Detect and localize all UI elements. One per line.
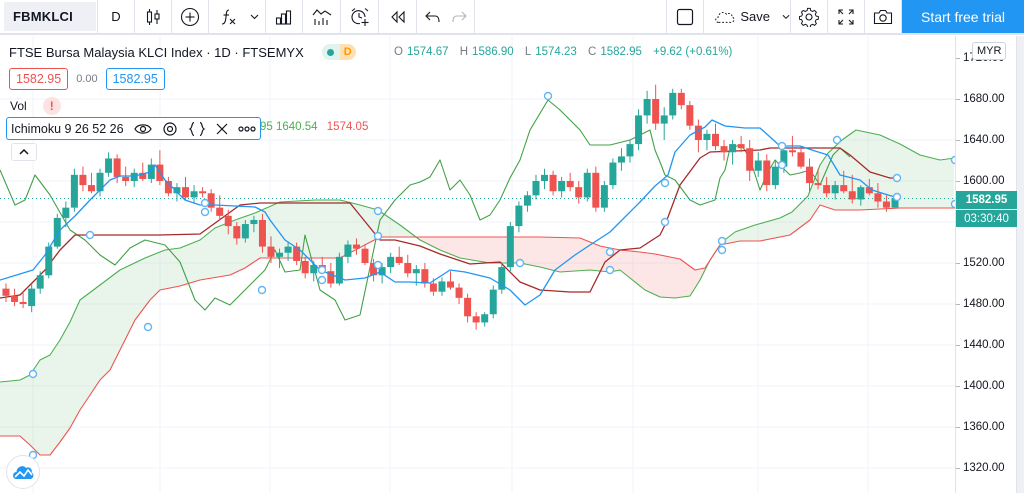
chevron-up-icon [19, 149, 29, 155]
layout-icon [676, 8, 694, 25]
chart-type-button[interactable] [135, 0, 172, 33]
candles-icon [146, 8, 160, 25]
buy-price-button[interactable]: 1582.95 [105, 68, 165, 90]
symbol-search-button[interactable]: FBMKLCI [0, 0, 98, 33]
close-icon [216, 123, 228, 134]
financials-icon [275, 9, 292, 25]
top-toolbar: FBMKLCI D [0, 0, 1024, 35]
undo-icon[interactable] [425, 10, 441, 24]
warning-icon[interactable]: ! [42, 97, 61, 115]
price-tick: 1480.00 [956, 298, 1005, 310]
save-button[interactable]: Save [704, 0, 791, 33]
collapse-legend-button[interactable] [11, 143, 37, 161]
price-tick: 1520.00 [956, 257, 1005, 269]
ichimoku-value-red: 1574.05 [326, 121, 369, 133]
price-tick: 1640.00 [956, 134, 1005, 146]
bar-countdown-label: 03:30:40 [956, 209, 1017, 227]
cloud-logo-icon [13, 466, 34, 479]
indicator-settings-button[interactable] [162, 121, 178, 137]
cloud-save-icon [715, 11, 735, 23]
snapshot-button[interactable] [865, 0, 902, 33]
visibility-toggle[interactable] [133, 123, 152, 135]
gear-icon [162, 121, 177, 136]
undo-redo-group [417, 0, 475, 33]
symbol-title[interactable]: FTSE Bursa Malaysia KLCI Index · 1D · FT… [9, 44, 304, 60]
currency-button[interactable]: MYR [972, 42, 1007, 60]
price-tick: 1600.00 [956, 175, 1005, 187]
more-options-button[interactable] [237, 125, 256, 132]
settings-button[interactable] [791, 0, 828, 33]
chart-pane[interactable] [0, 36, 1016, 493]
ichimoku-value-partial: 95 [260, 121, 273, 133]
braces-icon [187, 121, 206, 136]
financials-button[interactable] [266, 0, 303, 33]
chevron-down-icon[interactable] [250, 14, 259, 20]
price-tick: 1320.00 [956, 462, 1005, 474]
templates-button[interactable] [303, 0, 341, 33]
data-delay-badge: D [339, 44, 356, 60]
volume-legend: Vol ! [10, 97, 61, 115]
price-axis[interactable]: 1720.00 1680.00 1640.00 1600.00 1520.00 … [955, 36, 1017, 493]
price-tick: 1360.00 [956, 421, 1005, 433]
toolbar-spacer [475, 0, 667, 33]
fullscreen-icon [838, 8, 854, 25]
ichimoku-values: 95 1640.54 1574.05 [260, 121, 368, 133]
price-tick: 1440.00 [956, 339, 1005, 351]
market-open-dot-icon [327, 48, 335, 56]
close-value: 1582.95 [600, 46, 642, 58]
eye-icon [133, 123, 152, 134]
save-label: Save [740, 9, 770, 24]
alert-icon [350, 7, 368, 26]
volume-label[interactable]: Vol [10, 99, 27, 113]
start-free-trial-button[interactable]: Start free trial [902, 0, 1024, 33]
low-value: 1574.23 [535, 46, 577, 58]
add-compare-icon [180, 7, 200, 26]
fullscreen-button[interactable] [828, 0, 865, 33]
tradingview-logo-button[interactable] [6, 455, 40, 489]
chart-legend-title: FTSE Bursa Malaysia KLCI Index · 1D · FT… [9, 44, 356, 60]
trade-price-boxes: 1582.95 0.00 1582.95 [9, 68, 165, 90]
more-icon [237, 125, 256, 132]
indicators-button[interactable] [209, 0, 266, 33]
interval-label: D [111, 9, 121, 24]
symbol-label: FBMKLCI [4, 2, 96, 31]
price-tick: 1680.00 [956, 93, 1005, 105]
chevron-down-icon[interactable] [782, 14, 790, 20]
layout-button[interactable] [667, 0, 704, 33]
right-sidebar-edge [1016, 36, 1024, 493]
price-chart[interactable] [0, 36, 955, 493]
remove-indicator-button[interactable] [216, 123, 228, 135]
alert-button[interactable] [341, 0, 379, 33]
redo-icon[interactable] [451, 10, 467, 24]
indicator-name: Ichimoku 9 26 52 26 [11, 121, 124, 136]
compare-button[interactable] [172, 0, 209, 33]
indicators-icon [221, 8, 236, 25]
last-price-label: 1582.95 [956, 191, 1017, 209]
interval-button[interactable]: D [98, 0, 135, 33]
templates-icon [312, 8, 331, 25]
spread-value: 0.00 [76, 73, 98, 85]
price-tick: 1400.00 [956, 380, 1005, 392]
ichimoku-value-green: 1640.54 [276, 121, 318, 133]
market-status-pill[interactable]: D [321, 44, 356, 60]
change-value: +9.62 (+0.61%) [653, 46, 733, 58]
replay-icon [390, 10, 405, 23]
camera-icon [873, 9, 893, 24]
ohlc-values: O 1574.67 H 1586.90 L 1574.23 C 1582.95 +9.6… [394, 46, 733, 58]
ichimoku-legend[interactable]: Ichimoku 9 26 52 26 [6, 117, 261, 140]
source-code-button[interactable] [187, 121, 206, 137]
sell-price-button[interactable]: 1582.95 [9, 68, 69, 90]
replay-button[interactable] [379, 0, 417, 33]
gear-icon [799, 7, 819, 27]
open-value: 1574.67 [406, 46, 449, 58]
high-value: 1586.90 [472, 46, 514, 58]
